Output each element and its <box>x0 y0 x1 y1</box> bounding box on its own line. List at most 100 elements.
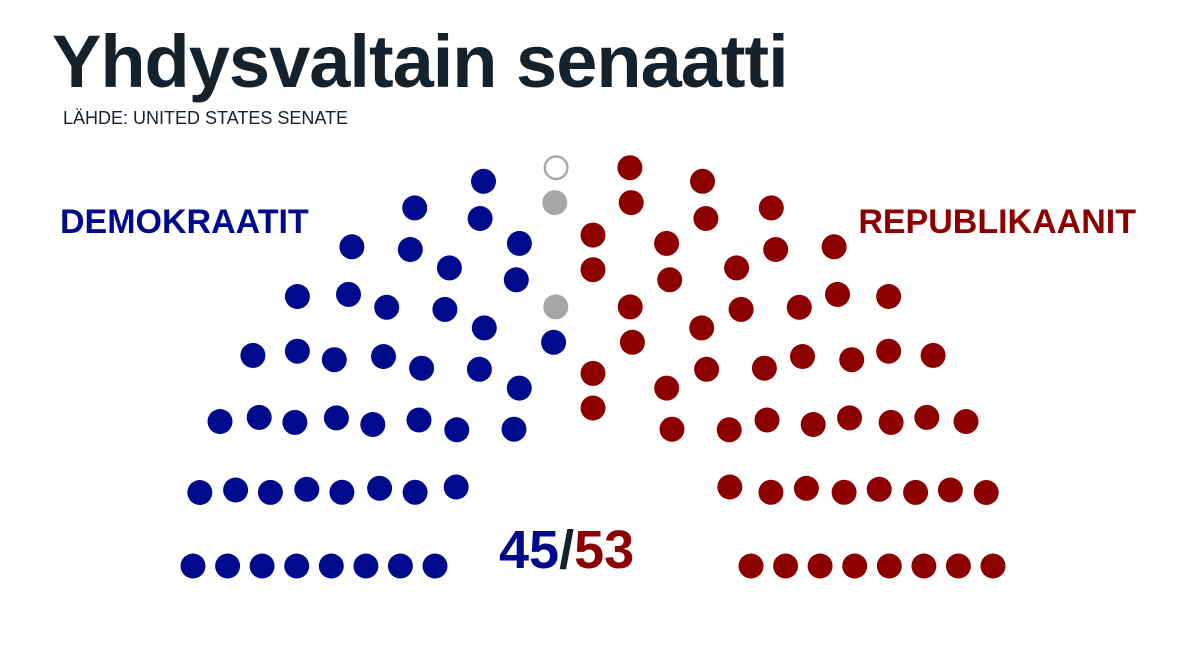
seat-republican <box>786 294 812 320</box>
seat-democrat <box>284 338 310 364</box>
seat-democrat <box>294 476 320 502</box>
seat-republican <box>580 257 606 283</box>
seat-democrat <box>353 553 379 579</box>
seat-republican <box>937 477 963 503</box>
seat-republican <box>866 476 892 502</box>
seat-democrat <box>321 347 347 373</box>
seat-republican <box>693 206 719 231</box>
seat-republican <box>619 329 645 355</box>
seat-democrat <box>397 237 423 262</box>
seat-republican <box>694 356 720 382</box>
seat-republican <box>617 155 643 181</box>
seat-democrat <box>282 409 308 435</box>
seat-democrat <box>360 412 386 437</box>
seat-democrat <box>257 479 283 505</box>
chart-title: Yhdysvaltain senaatti <box>52 20 789 103</box>
seat-republican <box>617 294 643 320</box>
seat-republican <box>980 553 1006 579</box>
seat-democrat <box>374 294 400 320</box>
seat-independent <box>542 190 568 216</box>
seat-republican <box>690 168 715 194</box>
seat-republican <box>807 553 833 579</box>
seat-democrat <box>336 281 361 307</box>
republicans-label: REPUBLIKAANIT <box>858 203 1136 241</box>
seat-democrat <box>223 477 249 503</box>
seat-republican <box>876 553 902 579</box>
seat-republican <box>825 281 850 307</box>
seat-democrat <box>215 553 241 579</box>
seat-republican <box>821 234 847 260</box>
seat-republican <box>914 404 940 430</box>
seat-republican <box>751 355 777 381</box>
seat-republican <box>654 375 680 401</box>
seat-republican <box>953 409 979 434</box>
seat-republican <box>876 284 902 309</box>
seat-democrat <box>409 355 435 381</box>
seat-democrat <box>367 475 393 501</box>
seat-republican <box>831 479 857 505</box>
seat-republican <box>716 417 742 443</box>
democrat-count: 45 <box>499 520 560 580</box>
seat-democrat <box>444 417 470 443</box>
seat-republican <box>903 479 929 505</box>
seat-republican <box>945 553 971 579</box>
seat-democrat <box>432 296 458 322</box>
seat-republican <box>878 409 904 435</box>
seat-republican <box>837 405 863 431</box>
seat-democrat <box>249 553 275 579</box>
seat-republican <box>911 553 937 579</box>
seat-republican <box>973 480 999 505</box>
seat-democrat <box>323 405 349 431</box>
seat-republican <box>654 230 680 256</box>
source-note: LÄHDE: UNITED STATES SENATE <box>63 108 349 128</box>
seat-republican <box>659 416 685 442</box>
seat-democrat <box>471 315 497 341</box>
democrats-label: DEMOKRAATIT <box>60 203 309 241</box>
seat-democrat <box>443 474 469 500</box>
seat-democrat <box>506 375 532 401</box>
seat-republican <box>717 474 743 500</box>
seat-republican <box>763 237 789 262</box>
seat-republican <box>580 395 606 421</box>
seat-democrat <box>541 329 567 355</box>
seat-republican <box>800 412 826 437</box>
seat-republican <box>758 479 784 505</box>
seat-score: 45/53 <box>499 518 634 582</box>
seat-democrat <box>506 230 532 256</box>
seat-republican <box>773 553 799 579</box>
republican-count: 53 <box>574 520 635 580</box>
seat-democrat <box>402 479 428 505</box>
seat-democrat <box>187 480 213 505</box>
seat-republican <box>790 344 815 369</box>
seat-democrat <box>387 553 413 579</box>
seat-republican <box>754 407 780 433</box>
seat-republican <box>738 553 764 579</box>
seat-democrat <box>284 284 310 309</box>
seat-republican <box>876 338 902 364</box>
seat-democrat <box>339 234 365 260</box>
seat-republican <box>842 553 868 579</box>
seat-democrat <box>503 267 529 293</box>
seat-independent <box>543 294 569 320</box>
seat-democrat <box>436 255 462 281</box>
seat-democrat <box>402 195 428 221</box>
seat-democrat <box>284 553 310 579</box>
seat-republican <box>618 190 644 216</box>
seat-democrat <box>207 409 233 434</box>
seat-republican <box>839 347 865 373</box>
seat-republican <box>724 255 750 281</box>
seat-democrat <box>406 407 432 433</box>
seat-republican <box>580 360 606 386</box>
seat-democrat <box>371 344 396 369</box>
seat-democrat <box>180 553 206 579</box>
score-separator: / <box>559 520 575 580</box>
seat-republican <box>920 342 946 368</box>
seat-democrat <box>467 206 493 231</box>
seat-democrat <box>422 553 448 579</box>
seat-republican <box>689 315 715 341</box>
seat-democrat <box>501 416 527 442</box>
seat-democrat <box>471 168 496 194</box>
seat-vacant <box>543 155 569 181</box>
seat-democrat <box>246 404 272 430</box>
seat-democrat <box>466 356 492 382</box>
